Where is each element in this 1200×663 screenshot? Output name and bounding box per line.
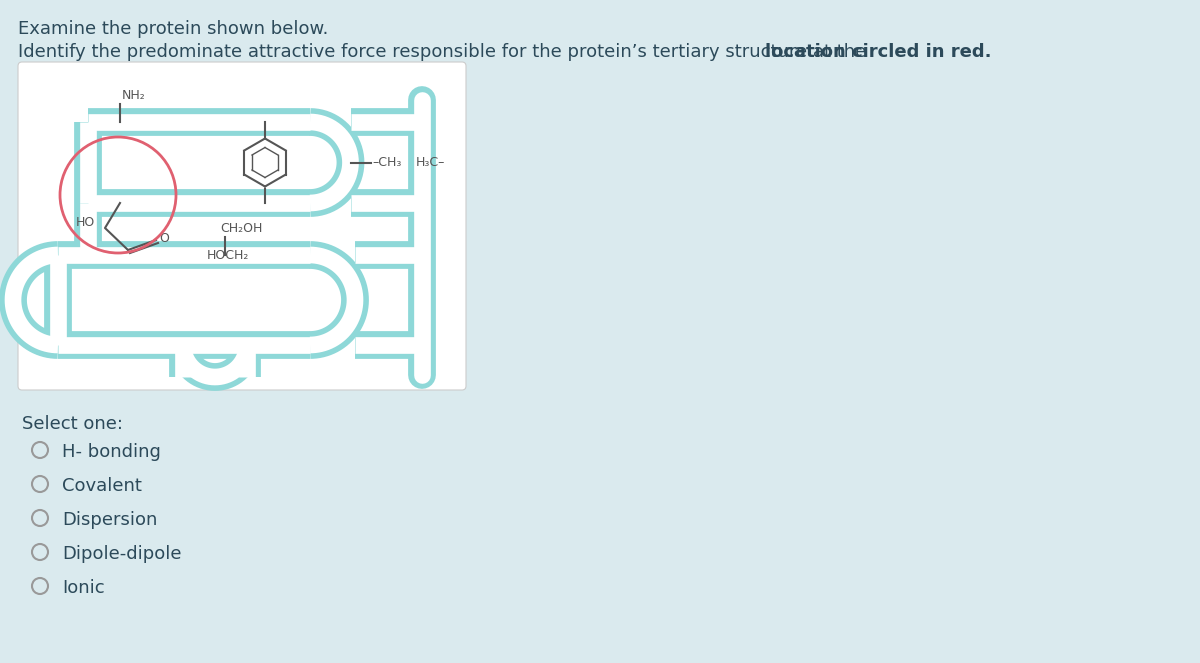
- Text: HO: HO: [76, 217, 95, 229]
- Text: Dipole-dipole: Dipole-dipole: [62, 545, 181, 563]
- Text: NH₂: NH₂: [122, 89, 145, 102]
- Text: –CH₃: –CH₃: [372, 156, 402, 169]
- Text: Covalent: Covalent: [62, 477, 142, 495]
- Text: Examine the protein shown below.: Examine the protein shown below.: [18, 20, 329, 38]
- Text: CH₂OH: CH₂OH: [220, 222, 263, 235]
- Text: Identify the predominate attractive force responsible for the protein’s tertiary: Identify the predominate attractive forc…: [18, 43, 872, 61]
- Text: H- bonding: H- bonding: [62, 443, 161, 461]
- Text: Ionic: Ionic: [62, 579, 104, 597]
- Text: Select one:: Select one:: [22, 415, 124, 433]
- FancyBboxPatch shape: [18, 62, 466, 390]
- Text: O: O: [158, 231, 169, 245]
- Text: Dispersion: Dispersion: [62, 511, 157, 529]
- Text: H₃C–: H₃C–: [415, 156, 445, 169]
- Text: HOCH₂: HOCH₂: [208, 249, 250, 262]
- Text: location circled in red.: location circled in red.: [766, 43, 991, 61]
